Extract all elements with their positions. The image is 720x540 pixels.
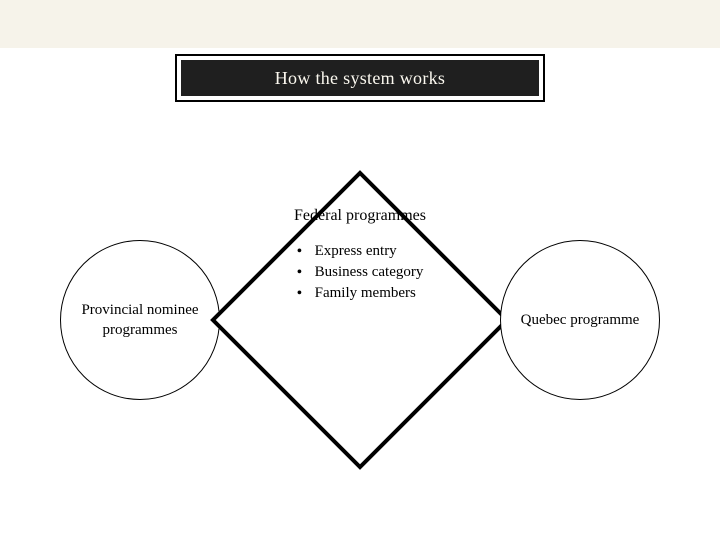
- title-bar-inner: How the system works: [181, 60, 539, 96]
- circle-quebec-label: Quebec programme: [511, 310, 650, 330]
- diamond-content: Federal programmes Express entry Busines…: [210, 170, 510, 470]
- title-bar: How the system works: [175, 54, 545, 102]
- top-band: [0, 0, 720, 48]
- diamond-item: Express entry: [297, 241, 424, 262]
- diamond-federal: Federal programmes Express entry Busines…: [210, 170, 510, 470]
- diamond-title: Federal programmes: [294, 206, 426, 227]
- diamond-item: Business category: [297, 262, 424, 283]
- circle-provincial: Provincial nominee programmes: [60, 240, 220, 400]
- page-title: How the system works: [275, 68, 446, 89]
- circle-quebec: Quebec programme: [500, 240, 660, 400]
- circle-provincial-label: Provincial nominee programmes: [61, 300, 219, 341]
- diamond-list: Express entry Business category Family m…: [297, 241, 424, 304]
- diamond-item: Family members: [297, 283, 424, 304]
